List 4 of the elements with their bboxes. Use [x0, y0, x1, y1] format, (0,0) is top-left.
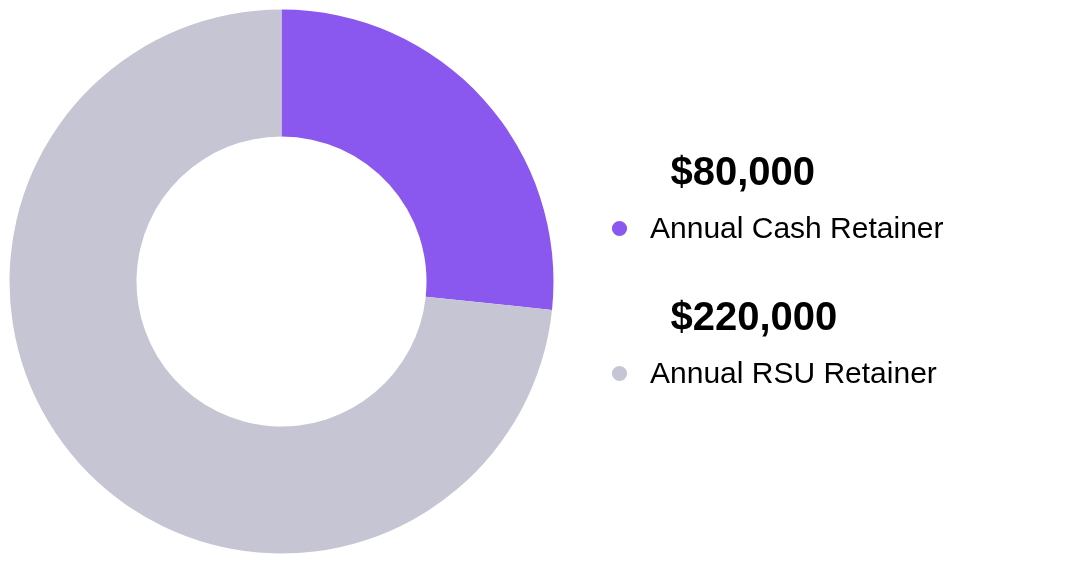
data-label: $80,000: [670, 148, 816, 193]
legend-label: Annual RSU Retainer: [650, 355, 937, 391]
legend-label: Annual Cash Retainer: [650, 210, 944, 246]
data-label: $220,000: [670, 293, 838, 338]
